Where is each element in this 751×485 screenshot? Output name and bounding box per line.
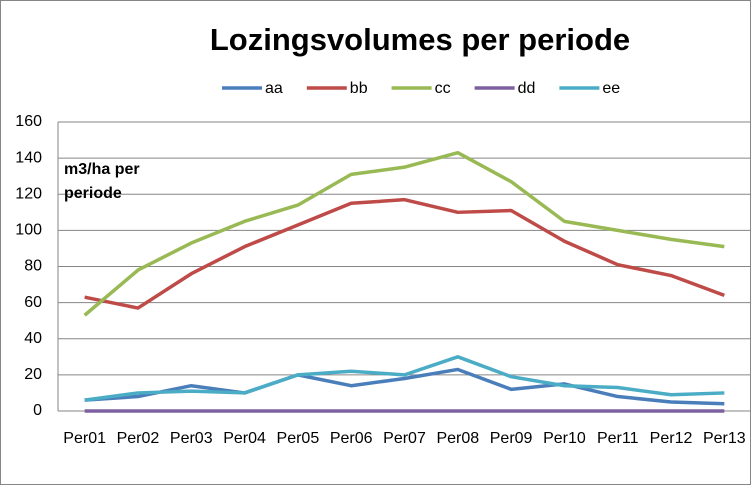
- y-tick-label: 140: [15, 149, 42, 166]
- y-tick-label: 120: [15, 185, 42, 202]
- chart-title: Lozingsvolumes per periode: [210, 22, 630, 57]
- x-tick-label: Per03: [170, 430, 213, 447]
- y-tick-label: 40: [24, 330, 42, 347]
- x-tick-label: Per06: [330, 430, 373, 447]
- x-tick-label: Per11: [597, 430, 639, 447]
- x-tick-label: Per02: [117, 430, 160, 447]
- x-tick-label: Per10: [543, 430, 586, 447]
- x-tick-label: Per09: [490, 430, 533, 447]
- legend-label: aa: [265, 80, 283, 97]
- legend-label: ee: [602, 80, 620, 97]
- y-tick-label: 100: [15, 222, 42, 239]
- x-tick-label: Per05: [277, 430, 320, 447]
- y-tick-label: 160: [15, 113, 42, 130]
- x-tick-label: Per13: [703, 430, 746, 447]
- x-tick-label: Per07: [383, 430, 426, 447]
- x-tick-label: Per12: [650, 430, 693, 447]
- legend-label: cc: [435, 80, 451, 97]
- legend-label: dd: [518, 80, 536, 97]
- series-line: [84, 197, 725, 310]
- y-tick-label: 80: [24, 258, 42, 275]
- y-tick-label: 60: [24, 294, 42, 311]
- x-tick-label: Per01: [63, 430, 106, 447]
- series-line: [84, 355, 725, 402]
- x-tick-label: Per08: [436, 430, 479, 447]
- series-line: [83, 150, 725, 317]
- x-tick-label: Per04: [223, 430, 266, 447]
- legend-label: bb: [350, 80, 368, 97]
- y-tick-label: 20: [24, 366, 42, 383]
- y-tick-label: 0: [33, 402, 42, 419]
- series-line: [84, 367, 725, 406]
- y-axis-label: m3/ha per periode: [64, 161, 140, 202]
